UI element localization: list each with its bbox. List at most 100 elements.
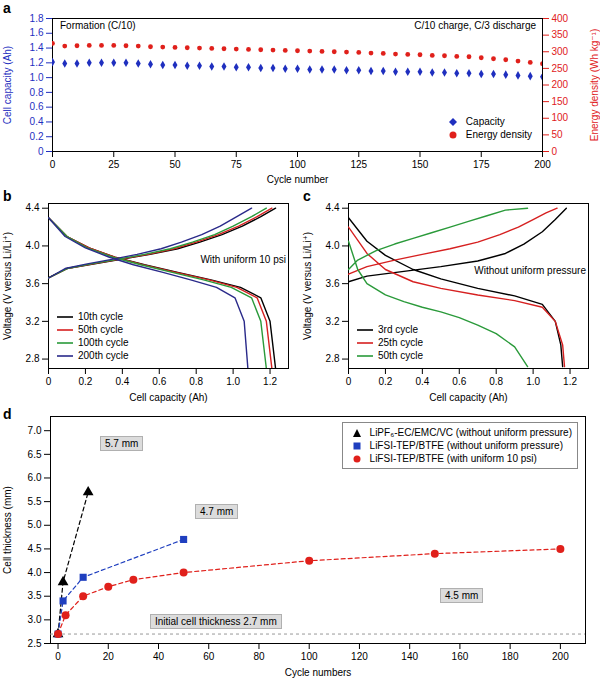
svg-text:Cell capacity (Ah): Cell capacity (Ah) — [129, 392, 207, 403]
svg-text:4.4: 4.4 — [26, 202, 40, 213]
svg-text:0: 0 — [38, 146, 44, 157]
svg-text:3.2: 3.2 — [326, 316, 340, 327]
svg-text:Cell capacity (Ah): Cell capacity (Ah) — [429, 392, 507, 403]
html-text:200th cycle: 200th cycle — [78, 350, 129, 361]
html-text:50th cycle: 50th cycle — [378, 350, 423, 361]
svg-text:Cell capacity (Ah): Cell capacity (Ah) — [2, 46, 13, 124]
svg-text:50: 50 — [169, 159, 181, 170]
svg-text:200: 200 — [552, 651, 569, 662]
svg-text:Voltage (V versus Li/Li⁺): Voltage (V versus Li/Li⁺) — [2, 232, 13, 340]
svg-text:2.8: 2.8 — [26, 353, 40, 364]
svg-text:Energy density (Wh kg⁻¹): Energy density (Wh kg⁻¹) — [589, 29, 600, 142]
svg-text:5.0: 5.0 — [28, 519, 42, 530]
svg-text:6.0: 6.0 — [28, 472, 42, 483]
svg-text:75: 75 — [231, 159, 243, 170]
html-text:25th cycle: 25th cycle — [378, 337, 423, 348]
svg-text:0.6: 0.6 — [152, 376, 166, 387]
svg-text:120: 120 — [351, 651, 368, 662]
svg-text:250: 250 — [552, 63, 569, 74]
svg-text:1.2: 1.2 — [30, 57, 44, 68]
svg-text:Cycle number: Cycle number — [267, 174, 329, 185]
svg-text:0.4: 0.4 — [415, 376, 429, 387]
svg-text:1.6: 1.6 — [30, 27, 44, 38]
svg-text:1.0: 1.0 — [526, 376, 540, 387]
html-text:4.7 mm: 4.7 mm — [200, 506, 234, 517]
html-text:5.7 mm: 5.7 mm — [105, 438, 139, 449]
svg-text:3.6: 3.6 — [26, 278, 40, 289]
svg-text:4.4: 4.4 — [326, 202, 340, 213]
html-text:Without uniform pressure: Without uniform pressure — [474, 265, 586, 276]
svg-text:0: 0 — [55, 651, 61, 662]
html-text:3rd cycle: 3rd cycle — [378, 324, 418, 335]
svg-text:0.8: 0.8 — [489, 376, 503, 387]
svg-text:3.5: 3.5 — [28, 590, 42, 601]
svg-text:4.0: 4.0 — [28, 567, 42, 578]
svg-text:100: 100 — [552, 112, 569, 123]
html-text:Energy density: Energy density — [465, 129, 532, 140]
svg-text:4.5: 4.5 — [28, 543, 42, 554]
svg-text:160: 160 — [452, 651, 469, 662]
svg-text:0.6: 0.6 — [30, 101, 44, 112]
svg-text:0.2: 0.2 — [78, 376, 92, 387]
svg-text:0: 0 — [50, 159, 56, 170]
svg-text:4.0: 4.0 — [26, 240, 40, 251]
svg-text:0.4: 0.4 — [30, 116, 44, 127]
svg-text:300: 300 — [552, 46, 569, 57]
svg-text:5.5: 5.5 — [28, 496, 42, 507]
svg-text:1.2: 1.2 — [263, 376, 277, 387]
html-text:LiPF₆-EC/EMC/VC (without unifo: LiPF₆-EC/EMC/VC (without uniform pressur… — [369, 427, 572, 438]
html-text:100th cycle: 100th cycle — [78, 337, 129, 348]
svg-text:1.0: 1.0 — [226, 376, 240, 387]
svg-text:100: 100 — [301, 651, 318, 662]
svg-text:3.2: 3.2 — [26, 316, 40, 327]
svg-text:1.8: 1.8 — [30, 13, 44, 24]
svg-text:3.6: 3.6 — [326, 278, 340, 289]
svg-text:140: 140 — [401, 651, 418, 662]
svg-text:Voltage (V versus Li/Li⁺): Voltage (V versus Li/Li⁺) — [302, 232, 313, 340]
svg-text:200: 200 — [534, 159, 551, 170]
svg-text:2.5: 2.5 — [28, 638, 42, 649]
html-text:Initial cell thickness 2.7 mm: Initial cell thickness 2.7 mm — [155, 616, 277, 627]
svg-text:0: 0 — [552, 146, 558, 157]
html-text:10th cycle: 10th cycle — [78, 311, 123, 322]
svg-text:7.0: 7.0 — [28, 425, 42, 436]
svg-text:400: 400 — [552, 13, 569, 24]
html-text:50th cycle: 50th cycle — [78, 324, 123, 335]
html-text:C/10 charge, C/3 discharge: C/10 charge, C/3 discharge — [414, 20, 536, 31]
svg-text:40: 40 — [153, 651, 165, 662]
svg-text:20: 20 — [103, 651, 115, 662]
svg-text:Cell thickness (mm): Cell thickness (mm) — [2, 486, 13, 574]
svg-text:0: 0 — [46, 376, 52, 387]
svg-text:0.6: 0.6 — [452, 376, 466, 387]
svg-text:200: 200 — [552, 79, 569, 90]
svg-text:4.0: 4.0 — [326, 240, 340, 251]
svg-text:350: 350 — [552, 29, 569, 40]
svg-text:25: 25 — [108, 159, 120, 170]
svg-text:0.8: 0.8 — [189, 376, 203, 387]
svg-text:2.8: 2.8 — [326, 353, 340, 364]
svg-text:0.4: 0.4 — [115, 376, 129, 387]
svg-text:3.0: 3.0 — [28, 614, 42, 625]
svg-text:0.2: 0.2 — [378, 376, 392, 387]
svg-text:100: 100 — [289, 159, 306, 170]
svg-text:125: 125 — [350, 159, 367, 170]
svg-text:150: 150 — [412, 159, 429, 170]
svg-text:50: 50 — [552, 129, 564, 140]
html-text:4.5 mm: 4.5 mm — [445, 590, 479, 601]
svg-text:1.2: 1.2 — [563, 376, 577, 387]
svg-text:0.2: 0.2 — [30, 131, 44, 142]
svg-text:60: 60 — [203, 651, 215, 662]
svg-text:1.0: 1.0 — [30, 72, 44, 83]
svg-text:1.4: 1.4 — [30, 42, 44, 53]
html-text:Capacity: Capacity — [465, 116, 505, 127]
svg-text:0: 0 — [346, 376, 352, 387]
svg-text:6.5: 6.5 — [28, 449, 42, 460]
svg-text:80: 80 — [253, 651, 265, 662]
svg-text:180: 180 — [502, 651, 519, 662]
html-text:Formation (C/10): Formation (C/10) — [60, 20, 136, 31]
svg-text:150: 150 — [552, 96, 569, 107]
svg-text:0.8: 0.8 — [30, 87, 44, 98]
html-text:With uniform 10 psi: With uniform 10 psi — [200, 254, 286, 265]
svg-text:Cycle numbers: Cycle numbers — [285, 667, 352, 678]
svg-text:175: 175 — [473, 159, 490, 170]
